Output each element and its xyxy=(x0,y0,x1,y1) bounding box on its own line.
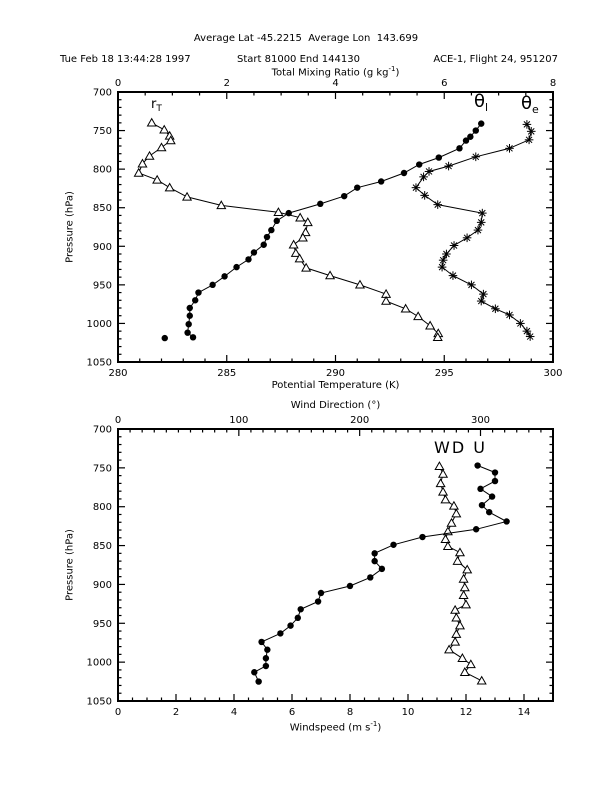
series-windspeed-U xyxy=(251,462,510,685)
mixing-ratio-title-sup: -1 xyxy=(388,65,396,73)
svg-text:8: 8 xyxy=(550,78,556,89)
svg-text:950: 950 xyxy=(93,619,112,630)
svg-text:750: 750 xyxy=(93,463,112,474)
svg-text:14: 14 xyxy=(518,707,531,718)
svg-text:2: 2 xyxy=(224,78,230,89)
svg-text:700: 700 xyxy=(93,425,112,436)
svg-text:900: 900 xyxy=(93,580,112,591)
svg-text:750: 750 xyxy=(93,126,112,137)
svg-text:300: 300 xyxy=(471,415,490,426)
series-label-wd-u: WD U xyxy=(434,438,487,457)
svg-text:12: 12 xyxy=(460,707,473,718)
svg-text:0: 0 xyxy=(115,78,121,89)
svg-text:850: 850 xyxy=(93,541,112,552)
svg-text:200: 200 xyxy=(350,415,369,426)
series-wind-direction-WD xyxy=(434,461,487,685)
svg-text:850: 850 xyxy=(93,203,112,214)
svg-text:290: 290 xyxy=(326,368,345,379)
svg-text:0: 0 xyxy=(115,707,121,718)
mixing-ratio-title-text: Total Mixing Ratio (g kg xyxy=(271,67,389,79)
svg-text:4: 4 xyxy=(231,707,237,718)
series-theta-e xyxy=(411,120,536,341)
svg-text:1000: 1000 xyxy=(87,658,112,669)
header-flight-id: ACE-1, Flight 24, 951207 xyxy=(433,54,558,65)
svg-text:0: 0 xyxy=(115,415,121,426)
svg-text:8: 8 xyxy=(347,707,353,718)
windspeed-title-close: ) xyxy=(377,722,382,734)
svg-text:285: 285 xyxy=(217,368,236,379)
svg-text:1050: 1050 xyxy=(87,697,112,708)
svg-text:300: 300 xyxy=(543,368,562,379)
svg-text:4: 4 xyxy=(332,78,338,89)
x-axis-title-windspeed: Windspeed (m s-1) xyxy=(118,720,553,733)
x-axis-title-potential-temperature: Potential Temperature (K) xyxy=(271,380,400,391)
svg-text:6: 6 xyxy=(441,78,447,89)
windspeed-title-text: Windspeed (m s xyxy=(289,722,371,734)
top-axis-title-wind-direction: Wind Direction (°) xyxy=(290,400,381,411)
header-timestamp: Tue Feb 18 13:44:28 1997 xyxy=(60,54,191,65)
mixing-ratio-title-close: ) xyxy=(395,67,400,79)
top-axis-title-mixing-ratio: Total Mixing Ratio (g kg-1) xyxy=(118,65,553,78)
svg-text:2: 2 xyxy=(173,707,179,718)
header-start-end-times: Start 81000 End 144130 xyxy=(237,54,360,65)
svg-text:800: 800 xyxy=(93,165,112,176)
svg-text:10: 10 xyxy=(402,707,415,718)
svg-text:900: 900 xyxy=(93,242,112,253)
series-label-theta-l: θl xyxy=(474,91,489,114)
series-theta-l xyxy=(184,120,485,341)
svg-text:1000: 1000 xyxy=(87,319,112,330)
svg-text:1050: 1050 xyxy=(87,358,112,369)
svg-text:800: 800 xyxy=(93,502,112,513)
svg-text:295: 295 xyxy=(435,368,454,379)
windspeed-title-sup: -1 xyxy=(370,720,378,728)
svg-text:700: 700 xyxy=(93,88,112,99)
header-average-lat-lon: Average Lat -45.2215 Average Lon 143.699 xyxy=(193,33,419,44)
svg-text:100: 100 xyxy=(229,415,248,426)
series-theta-l-outlier xyxy=(161,334,168,342)
series-label-theta-e: θe xyxy=(521,93,539,116)
svg-text:950: 950 xyxy=(93,280,112,291)
svg-text:6: 6 xyxy=(289,707,295,718)
svg-text:280: 280 xyxy=(108,368,127,379)
series-label-total-mixing-ratio: rT xyxy=(151,97,162,115)
series-total-mixing-ratio-rT xyxy=(133,117,444,342)
